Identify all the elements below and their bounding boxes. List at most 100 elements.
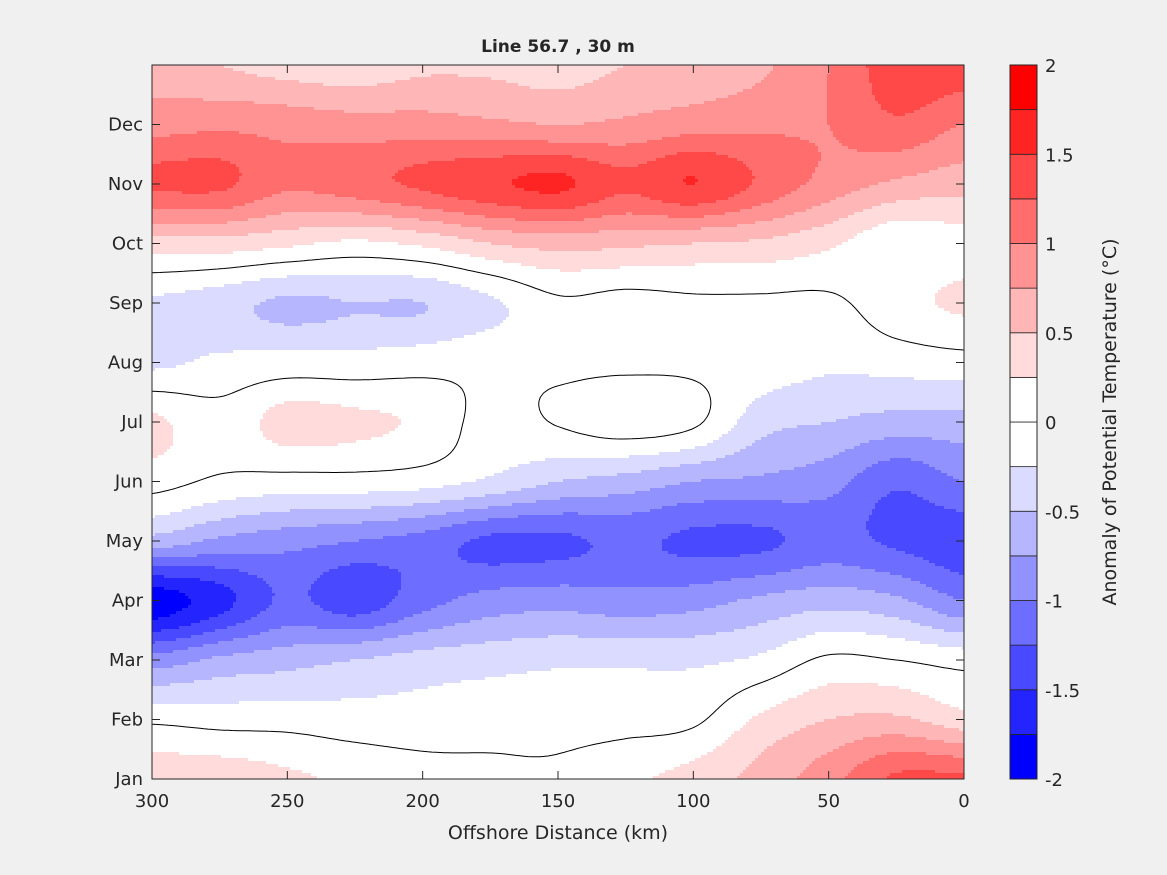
contour-band-cell <box>458 551 588 555</box>
contour-band-cell <box>395 377 435 381</box>
contour-band-cell <box>458 596 753 600</box>
contour-band-cell <box>710 410 747 414</box>
contour-band-cell <box>152 254 471 258</box>
contour-band-cell <box>872 86 965 90</box>
contour-band-cell <box>203 287 471 291</box>
contour-band-cell <box>434 377 591 381</box>
contour-band-cell <box>152 116 483 120</box>
contour-band-cell <box>317 524 453 528</box>
contour-band-cell <box>680 530 780 534</box>
contour-band-cell <box>938 98 965 102</box>
contour-band-cell <box>833 134 939 138</box>
contour-band-cell <box>944 221 965 225</box>
contour-band-cell <box>332 611 372 615</box>
contour-band-cell <box>152 206 234 210</box>
contour-band-cell <box>395 173 528 177</box>
contour-band-cell <box>461 680 765 684</box>
contour-band-cell <box>266 215 393 219</box>
contour-band-cell <box>815 632 867 636</box>
contour-band-cell <box>512 179 576 183</box>
contour-band-cell <box>788 698 936 702</box>
contour-band-cell <box>455 623 759 627</box>
contour-band-cell <box>152 209 444 213</box>
contour-band-cell <box>506 80 594 84</box>
contour-band-cell <box>758 713 855 717</box>
contour-band-cell <box>461 644 783 648</box>
contour-band-cell <box>755 758 816 762</box>
contour-band-cell <box>242 281 450 285</box>
contour-band-cell <box>152 734 312 738</box>
contour-band-cell <box>152 503 204 507</box>
contour-band-cell <box>719 437 762 441</box>
contour-band-cell <box>683 431 729 435</box>
contour-band-cell <box>584 218 774 222</box>
contour-band-cell <box>890 179 965 183</box>
contour-band-cell <box>935 698 965 702</box>
contour-band-cell <box>509 311 861 315</box>
contour-band-cell <box>662 200 717 204</box>
contour-band-cell <box>152 260 297 264</box>
contour-band-cell <box>716 605 924 609</box>
contour-band-cell <box>809 179 891 183</box>
contour-band-cell <box>773 431 965 435</box>
contour-band-cell <box>575 179 684 183</box>
contour-band-cell <box>749 764 810 768</box>
contour-band-cell <box>188 596 237 600</box>
contour-band-cell <box>695 182 753 186</box>
contour-band-cell <box>152 452 165 456</box>
contour-band-cell <box>833 455 965 459</box>
contour-band-cell <box>536 266 621 270</box>
contour-band-cell <box>722 704 777 708</box>
contour-band-cell <box>827 107 882 111</box>
contour-band-cell <box>869 530 965 534</box>
contour-band-cell <box>152 386 246 390</box>
contour-band-cell <box>539 401 711 405</box>
contour-band-cell <box>329 296 495 300</box>
contour-band-cell <box>278 443 339 447</box>
contour-band-cell <box>707 443 753 447</box>
contour-band-cell <box>737 158 822 162</box>
contour-band-cell <box>503 302 852 306</box>
contour-band-cell <box>152 284 225 288</box>
contour-band-cell <box>152 158 189 162</box>
contour-band-cell <box>767 392 965 396</box>
contour-band-cell <box>752 401 965 405</box>
contour-band-cell <box>563 383 702 387</box>
contour-band-cell <box>887 494 918 498</box>
contour-band-cell <box>809 254 965 258</box>
contour-band-cell <box>755 221 834 225</box>
contour-band-cell <box>245 386 462 390</box>
contour-band-cell <box>926 737 965 741</box>
contour-band-cell <box>548 635 579 639</box>
contour-band-cell <box>647 140 810 144</box>
contour-band-cell <box>494 326 876 330</box>
contour-band-cell <box>569 188 747 192</box>
contour-band-cell <box>905 734 965 738</box>
contour-band-cell <box>914 110 965 114</box>
contour-band-cell <box>809 764 858 768</box>
contour-band-cell <box>869 758 965 762</box>
y-tick-label: Mar <box>109 650 144 671</box>
colorbar-segment <box>1009 332 1038 378</box>
contour-band-cell <box>152 227 300 231</box>
contour-band-cell <box>272 590 309 594</box>
contour-band-cell <box>152 119 510 123</box>
contour-band-cell <box>839 491 891 495</box>
contour-band-cell <box>761 551 906 555</box>
contour-band-cell <box>173 425 261 429</box>
contour-band-cell <box>944 566 965 570</box>
contour-band-cell <box>347 614 357 618</box>
contour-band-cell <box>401 584 561 588</box>
contour-band-cell <box>152 134 171 138</box>
contour-band-cell <box>527 173 567 177</box>
contour-band-cell <box>263 434 384 438</box>
contour-band-cell <box>935 302 965 306</box>
contour-band-cell <box>665 770 744 774</box>
contour-band-cell <box>218 473 495 477</box>
contour-band-cell <box>152 506 192 510</box>
contour-band-cell <box>944 629 965 633</box>
contour-band-cell <box>203 644 294 648</box>
contour-band-cell <box>500 323 870 327</box>
contour-band-cell <box>152 542 192 546</box>
contour-band-cell <box>656 158 738 162</box>
